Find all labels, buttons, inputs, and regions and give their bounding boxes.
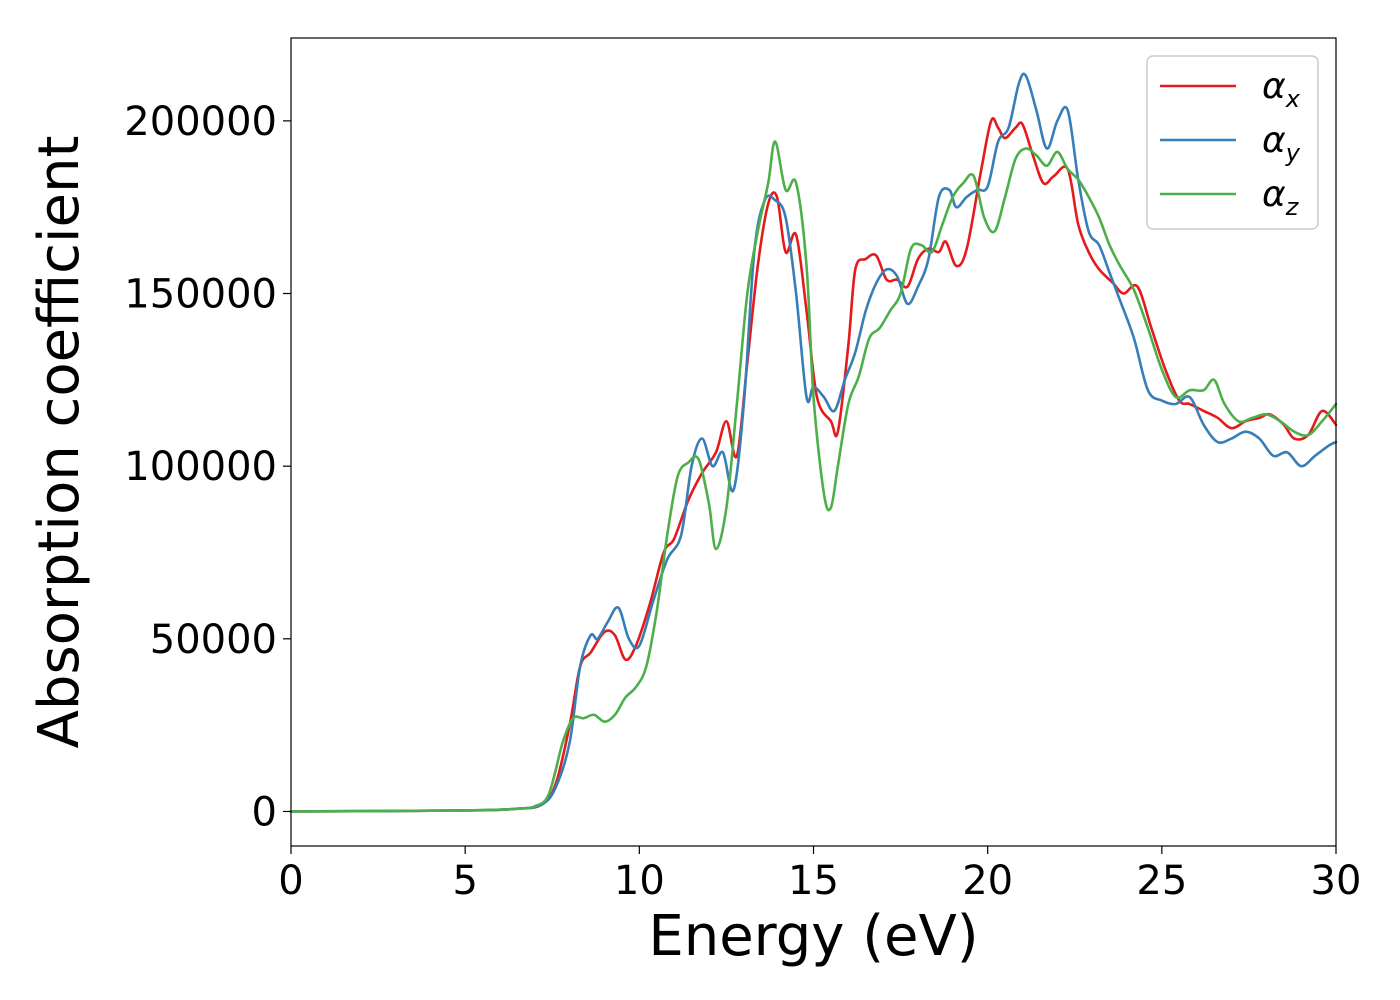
x-tick-label: 10 <box>614 858 665 904</box>
legend-label-y: αy <box>1262 120 1301 167</box>
x-tick-label: 30 <box>1311 858 1362 904</box>
y-tick-label: 200000 <box>124 99 277 145</box>
y-tick-label: 150000 <box>124 272 277 318</box>
y-axis-title: Absorption coefficient <box>27 136 92 749</box>
y-tick-label: 50000 <box>150 617 277 663</box>
x-tick-label: 15 <box>788 858 839 904</box>
y-tick-label: 100000 <box>124 444 277 490</box>
x-tick-label: 5 <box>452 858 477 904</box>
legend-label-x: αx <box>1262 66 1301 113</box>
legend-label-z: αz <box>1262 174 1300 221</box>
series-line-x <box>289 117 1338 813</box>
x-axis: 0 5 10 15 20 25 30 <box>278 846 1361 904</box>
legend: αx αy αz <box>1146 55 1319 230</box>
y-tick-label: 0 <box>252 789 277 835</box>
x-axis-title: Energy (eV) <box>648 904 978 969</box>
plot-lines <box>289 72 1338 813</box>
x-tick-label: 0 <box>278 858 303 904</box>
y-axis: 0 50000 100000 150000 200000 <box>124 99 291 835</box>
series-line-z <box>289 140 1338 813</box>
x-tick-label: 25 <box>1136 858 1187 904</box>
x-tick-label: 20 <box>962 858 1013 904</box>
legend-box <box>1146 55 1319 230</box>
series-line-y <box>289 72 1338 813</box>
